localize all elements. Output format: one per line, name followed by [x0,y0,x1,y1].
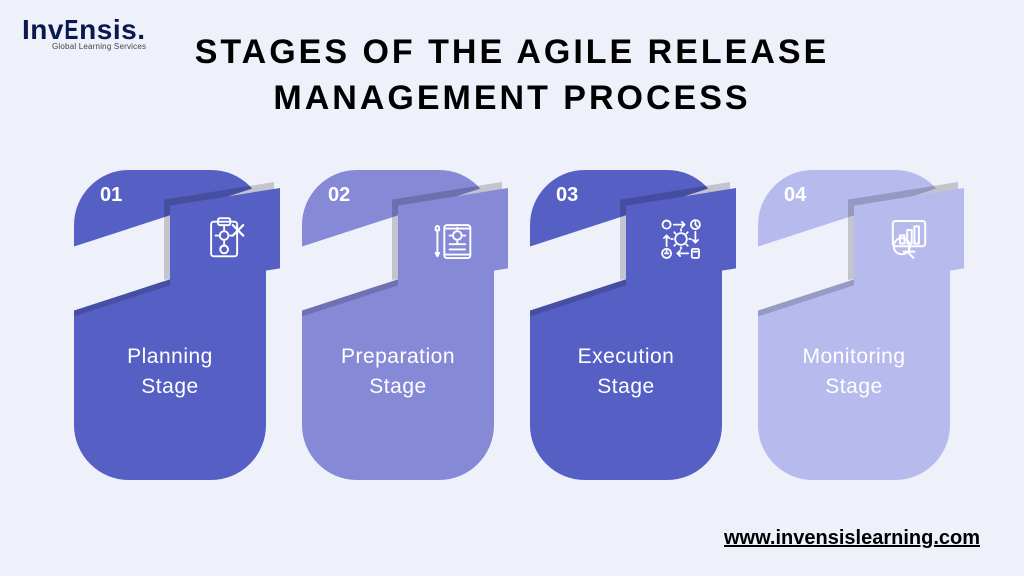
monitoring-icon [882,212,936,266]
stage-number: 02 [328,184,350,207]
stage-number: 03 [556,184,578,207]
stage-card-monitoring: 04 Monitoring Stage [758,170,950,480]
page-title: STAGES OF THE AGILE RELEASE MANAGEMENT P… [0,30,1024,122]
execution-icon [654,212,708,266]
title-line-1: STAGES OF THE AGILE RELEASE [195,33,830,71]
stage-label: Execution Stage [530,342,722,403]
stage-label: Planning Stage [74,342,266,403]
url-link[interactable]: www.invensislearning.com [724,527,980,550]
stage-cards: 01 Planning Stage [0,170,1024,480]
icon-flag [854,188,964,286]
stage-number: 04 [784,184,806,207]
preparation-icon [427,213,479,265]
planning-icon [199,213,251,265]
stage-label: Preparation Stage [302,342,494,403]
stage-card-planning: 01 Planning Stage [74,170,266,480]
stage-number: 01 [100,184,122,207]
stage-label: Monitoring Stage [758,342,950,403]
icon-flag [170,188,280,286]
stage-card-execution: 03 Execution Stage [530,170,722,480]
icon-flag [626,188,736,286]
icon-flag [398,188,508,286]
stage-card-preparation: 02 Preparation Stage [302,170,494,480]
title-line-2: MANAGEMENT PROCESS [273,79,750,117]
